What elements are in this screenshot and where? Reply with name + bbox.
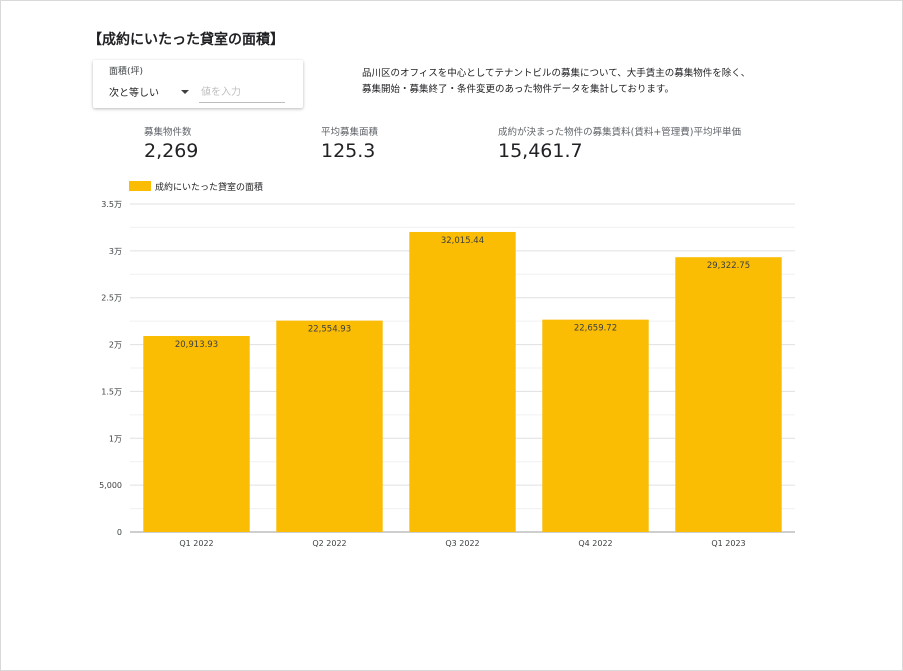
kpi-listing-count: 募集物件数 2,269	[144, 124, 198, 162]
bar-data-label: 20,913.93	[175, 340, 218, 350]
x-tick-label: Q4 2022	[578, 539, 612, 548]
y-tick-label: 5,000	[99, 481, 122, 490]
y-tick-label: 3.5万	[101, 200, 122, 209]
kpi-value: 15,461.7	[498, 140, 583, 162]
filter-label: 面積(坪)	[109, 67, 144, 77]
legend-swatch	[129, 181, 151, 191]
kpi-average-area: 平均募集面積 125.3	[321, 124, 378, 162]
area-filter-control: 面積(坪) 次と等しい	[93, 60, 303, 108]
bar	[542, 319, 649, 532]
x-tick-label: Q1 2022	[179, 539, 213, 548]
report-description: 品川区のオフィスを中心としてテナントビルの募集について、大手賃主の募集物件を除く…	[362, 66, 802, 98]
y-tick-label: 3万	[109, 247, 122, 256]
y-tick-label: 2万	[109, 341, 122, 350]
bar	[409, 231, 516, 532]
chart-legend: 成約にいたった貸室の面積	[129, 180, 263, 194]
y-tick-label: 1.5万	[101, 387, 122, 396]
kpi-label: 募集物件数	[144, 127, 192, 138]
kpi-average-rent: 成約が決まった物件の募集賃料(賃料+管理費)平均坪単価 15,461.7	[498, 124, 741, 162]
y-tick-label: 1万	[109, 434, 122, 443]
filter-operator-select[interactable]: 次と等しい	[109, 84, 189, 102]
bar	[675, 257, 782, 532]
description-line: 品川区のオフィスを中心としてテナントビルの募集について、大手賃主の募集物件を除く…	[362, 68, 751, 79]
description-line: 募集開始・募集終了・条件変更のあった物件データを集計しております。	[362, 84, 674, 95]
bar	[143, 336, 250, 532]
kpi-label: 成約が決まった物件の募集賃料(賃料+管理費)平均坪単価	[498, 127, 741, 138]
x-tick-label: Q3 2022	[445, 539, 479, 548]
x-tick-label: Q2 2022	[312, 539, 346, 548]
filter-value-input[interactable]	[199, 82, 285, 103]
bar	[276, 320, 383, 532]
y-tick-label: 0	[117, 528, 122, 537]
bar-data-label: 22,659.72	[574, 324, 617, 334]
y-tick-label: 2.5万	[101, 294, 122, 303]
x-tick-label: Q1 2023	[711, 539, 745, 548]
kpi-value: 125.3	[321, 140, 376, 162]
bar-data-label: 32,015.44	[441, 236, 484, 246]
filter-operator-value: 次と等しい	[109, 88, 159, 99]
bar-data-label: 29,322.75	[707, 261, 750, 271]
legend-label: 成約にいたった貸室の面積	[155, 183, 264, 193]
page-title: 【成約にいたった貸室の面積】	[88, 32, 284, 48]
kpi-label: 平均募集面積	[321, 127, 379, 138]
chevron-down-icon	[181, 90, 189, 94]
bar-data-label: 22,554.93	[308, 325, 351, 335]
kpi-value: 2,269	[144, 140, 199, 162]
